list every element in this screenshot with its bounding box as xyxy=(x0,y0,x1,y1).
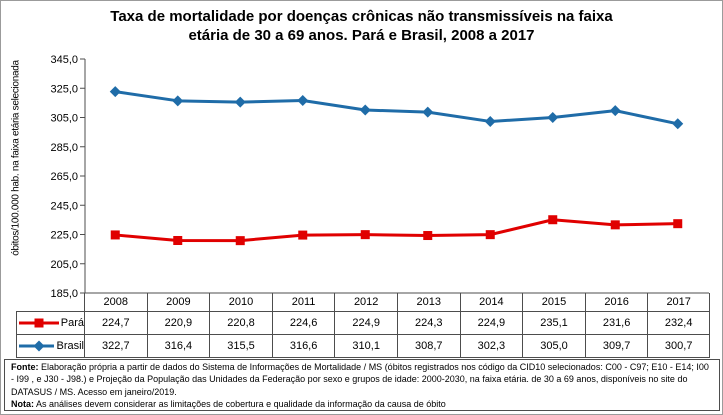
legend-cell-pará: Pará xyxy=(16,312,84,334)
marker-square xyxy=(548,215,558,225)
chart-title-line1: Taxa de mortalidade por doenças crônicas… xyxy=(110,8,613,25)
chart-title: Taxa de mortalidade por doenças crônicas… xyxy=(1,7,722,45)
marker-square xyxy=(298,230,308,240)
marker-diamond xyxy=(234,96,246,108)
value-cell: 224,6 xyxy=(271,312,335,334)
footnote-nota: Nota: As análises devem considerar as li… xyxy=(11,398,713,410)
legend-key-pará xyxy=(19,318,59,328)
value-cell: 220,9 xyxy=(146,312,210,334)
data-table: 2008 2009 2010 2011 2012 2013 2014 2015 2016 2017… xyxy=(16,293,710,358)
value-cell: 300,7 xyxy=(647,335,710,357)
year-label: 2010 xyxy=(209,293,272,311)
marker-diamond xyxy=(172,95,184,107)
year-label: 2013 xyxy=(396,293,460,311)
value-cell: 315,5 xyxy=(209,335,272,357)
year-label: 2011 xyxy=(271,293,335,311)
marker-diamond xyxy=(672,118,684,130)
value-cell: 232,4 xyxy=(647,312,710,334)
y-axis-tick-label: 225,0 xyxy=(50,230,78,242)
series-value-rows: Pará 224,7 220,9 220,8 224,6 224,9 224,3 224,9 2… xyxy=(16,311,710,358)
value-cell: 322,7 xyxy=(84,335,147,357)
value-cell: 224,9 xyxy=(334,312,397,334)
legend-key-brasil xyxy=(19,340,55,352)
value-cell: 235,1 xyxy=(522,312,585,334)
marker-diamond xyxy=(422,106,434,118)
year-label: 2014 xyxy=(459,293,523,311)
value-cell: 224,9 xyxy=(459,312,523,334)
marker-diamond xyxy=(109,86,121,98)
marker-diamond xyxy=(609,105,621,117)
series-line-brasil xyxy=(113,90,680,126)
year-label: 2017 xyxy=(647,293,710,311)
value-cell: 224,7 xyxy=(84,312,147,334)
footnote-nota-label: Nota: xyxy=(11,399,34,410)
value-cell: 316,6 xyxy=(271,335,335,357)
marker-diamond xyxy=(297,95,309,107)
marker-square xyxy=(423,231,433,241)
legend-label: Brasil xyxy=(56,340,84,352)
y-axis-tick-label: 285,0 xyxy=(50,142,78,154)
value-cell: 309,7 xyxy=(584,335,648,357)
footnote-fonte: Fonte: Elaboração própria a partir de da… xyxy=(11,361,713,398)
table-row-brasil: Brasil 322,7 316,4 315,5 316,6 310,1 308,7 302,… xyxy=(16,334,710,358)
y-axis-tick-label: 205,0 xyxy=(50,259,78,271)
series-line-pará xyxy=(113,218,680,243)
marker-square xyxy=(173,235,183,245)
marker-square xyxy=(485,230,495,240)
y-axis-tick-label: 305,0 xyxy=(50,113,78,125)
y-axis-tick-label: 245,0 xyxy=(50,200,78,212)
value-cell: 305,0 xyxy=(522,335,585,357)
marker-diamond xyxy=(484,115,496,127)
marker-square xyxy=(610,220,620,230)
legend-cell-brasil: Brasil xyxy=(16,335,84,357)
x-axis-category-row: 2008 2009 2010 2011 2012 2013 2014 2015 2016 2017 xyxy=(84,293,710,311)
y-axis-tick-label: 265,0 xyxy=(50,171,78,183)
year-label: 2015 xyxy=(522,293,585,311)
marker-square xyxy=(110,230,120,240)
legend-marker-square-icon xyxy=(34,318,44,328)
value-cell: 302,3 xyxy=(459,335,523,357)
value-cell: 310,1 xyxy=(334,335,397,357)
value-cell: 308,7 xyxy=(396,335,460,357)
year-label: 2016 xyxy=(584,293,648,311)
footnote-fonte-label: Fonte: xyxy=(11,362,39,372)
footnote-box: Fonte: Elaboração própria a partir de da… xyxy=(4,359,720,411)
y-axis-tick-label: 345,0 xyxy=(50,54,78,66)
value-cell: 231,6 xyxy=(584,312,648,334)
y-axis-tick-label: 185,0 xyxy=(50,288,78,300)
y-axis-tick-label: 325,0 xyxy=(50,83,78,95)
year-label: 2008 xyxy=(84,293,147,311)
legend-label: Pará xyxy=(60,317,84,329)
series-pará xyxy=(110,215,683,246)
value-cell: 316,4 xyxy=(146,335,210,357)
value-cell: 224,3 xyxy=(396,312,460,334)
marker-square xyxy=(673,219,683,229)
year-label: 2009 xyxy=(146,293,210,311)
footnote-nota-text: As análises devem considerar as limitaçõ… xyxy=(34,399,446,410)
marker-square xyxy=(360,230,370,240)
marker-square xyxy=(235,236,245,246)
value-cell: 220,8 xyxy=(209,312,272,334)
legend-marker-diamond-icon xyxy=(33,340,45,352)
series-brasil xyxy=(109,86,684,130)
footnote-fonte-text: Elaboração própria a partir de dados do … xyxy=(11,362,709,397)
chart-title-line2: etária de 30 a 69 anos. Pará e Brasil, 2… xyxy=(188,27,535,44)
marker-diamond xyxy=(359,104,371,116)
table-row-pará: Pará 224,7 220,9 220,8 224,6 224,9 224,3 224,9 2… xyxy=(16,311,710,334)
year-label: 2012 xyxy=(334,293,397,311)
marker-diamond xyxy=(547,112,559,123)
